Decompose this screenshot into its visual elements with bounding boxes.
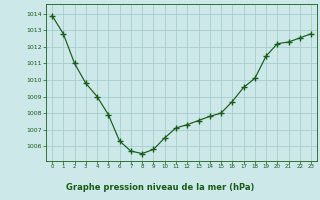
Text: Graphe pression niveau de la mer (hPa): Graphe pression niveau de la mer (hPa) <box>66 183 254 192</box>
